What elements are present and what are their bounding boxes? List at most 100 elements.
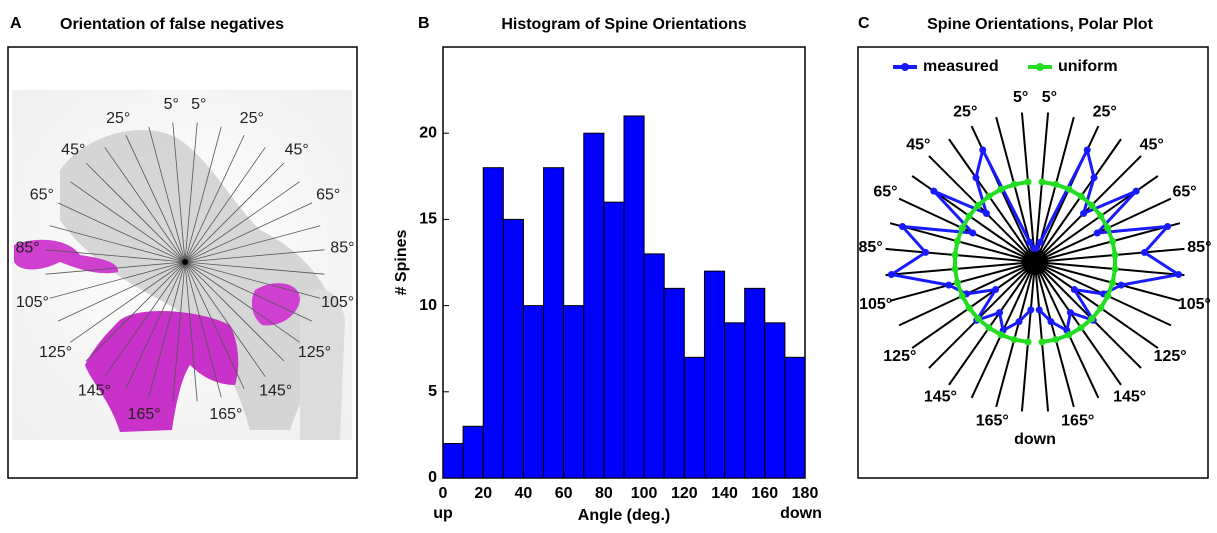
series-point	[1175, 271, 1183, 279]
series-point	[930, 187, 938, 195]
series-point	[1036, 238, 1044, 246]
x-tick-label: 160	[751, 485, 778, 502]
spoke	[125, 261, 186, 390]
series-point	[1038, 338, 1046, 346]
angle-label: 45°	[285, 141, 309, 158]
angle-label: 145°	[78, 383, 111, 400]
series-point	[969, 229, 977, 237]
bar	[563, 305, 585, 479]
y-tick-label: 5	[428, 383, 437, 400]
series-point	[1070, 286, 1078, 294]
bar	[583, 132, 605, 479]
x-end-label: down	[780, 505, 822, 522]
spoke	[1034, 261, 1142, 369]
series-point	[965, 304, 973, 312]
angle-label: 5°	[1042, 89, 1057, 106]
series-point	[1132, 187, 1140, 195]
spoke	[1034, 261, 1181, 302]
spoke	[184, 261, 325, 275]
angle-label: 65°	[1172, 183, 1196, 200]
spoke	[184, 162, 285, 263]
panel-letter: C	[858, 15, 870, 32]
series-point	[1104, 224, 1112, 232]
angle-label: 125°	[39, 344, 72, 361]
series-point	[953, 279, 961, 287]
spoke	[1034, 197, 1172, 263]
series-point	[1080, 209, 1088, 217]
spoke	[45, 261, 186, 275]
series-point	[1052, 180, 1060, 188]
angle-label: 105°	[859, 296, 892, 313]
spoke	[57, 202, 186, 263]
series-point	[887, 271, 895, 279]
center	[1022, 249, 1048, 275]
series-point	[958, 292, 966, 300]
spoke	[104, 261, 186, 377]
spoke	[1034, 138, 1122, 263]
series-point	[1047, 318, 1055, 326]
spoke	[49, 261, 186, 299]
series-point	[1015, 318, 1023, 326]
series-point	[922, 248, 930, 256]
spoke	[85, 261, 186, 362]
spoke	[184, 261, 300, 343]
x-tick-label: 120	[671, 485, 698, 502]
series-point	[982, 209, 990, 217]
spokes	[45, 122, 325, 402]
spoke	[184, 122, 198, 263]
series-point	[1090, 174, 1098, 182]
spoke	[1034, 247, 1185, 263]
series-point	[1035, 306, 1043, 314]
bar	[724, 322, 746, 479]
spoke	[148, 261, 186, 398]
series-point	[1111, 265, 1119, 273]
series-point	[1026, 238, 1034, 246]
spoke	[1034, 261, 1075, 408]
angle-label: 165°	[209, 406, 242, 423]
spoke	[184, 261, 313, 322]
y-tick-label: 0	[428, 469, 437, 486]
series-point	[997, 185, 1005, 193]
spine-blob	[14, 239, 119, 274]
angle-label: 105°	[321, 294, 354, 311]
x-tick-label: 100	[631, 485, 658, 502]
spoke	[184, 249, 325, 263]
angle-label: 125°	[883, 348, 916, 365]
angle-label: 125°	[298, 344, 331, 361]
series-point	[1088, 315, 1096, 323]
spoke	[104, 147, 186, 263]
angle-label: 25°	[1093, 104, 1117, 121]
x-tick-label: 180	[792, 485, 819, 502]
spoke	[184, 202, 313, 263]
legend-swatch	[901, 63, 909, 71]
spoke	[184, 261, 245, 390]
x-tick-label: 40	[515, 485, 533, 502]
bar	[703, 270, 726, 479]
angle-label: 65°	[873, 183, 897, 200]
x-tick-label: 60	[555, 485, 573, 502]
series-point	[1164, 222, 1172, 230]
series-point	[1104, 292, 1112, 300]
angle-label: 25°	[953, 104, 977, 121]
angle-label: 165°	[976, 413, 1009, 430]
spoke	[184, 261, 266, 377]
series-point	[898, 222, 906, 230]
series-point	[1052, 336, 1060, 344]
spoke	[1034, 155, 1142, 263]
dendrite-shape	[60, 130, 340, 430]
bar	[543, 167, 565, 479]
spoke	[928, 261, 1036, 369]
spoke	[1034, 222, 1181, 263]
spoke	[1034, 261, 1050, 412]
spoke	[70, 261, 186, 343]
spoke	[57, 261, 186, 322]
series-point	[1077, 192, 1085, 200]
angle-label: 145°	[1113, 388, 1146, 405]
angle-label: 105°	[1178, 296, 1211, 313]
spoke	[70, 181, 186, 263]
series-point	[1024, 178, 1032, 186]
spoke	[45, 249, 186, 263]
series-point	[1109, 237, 1117, 245]
angle-label: 165°	[1061, 413, 1094, 430]
angle-label: 45°	[61, 141, 85, 158]
